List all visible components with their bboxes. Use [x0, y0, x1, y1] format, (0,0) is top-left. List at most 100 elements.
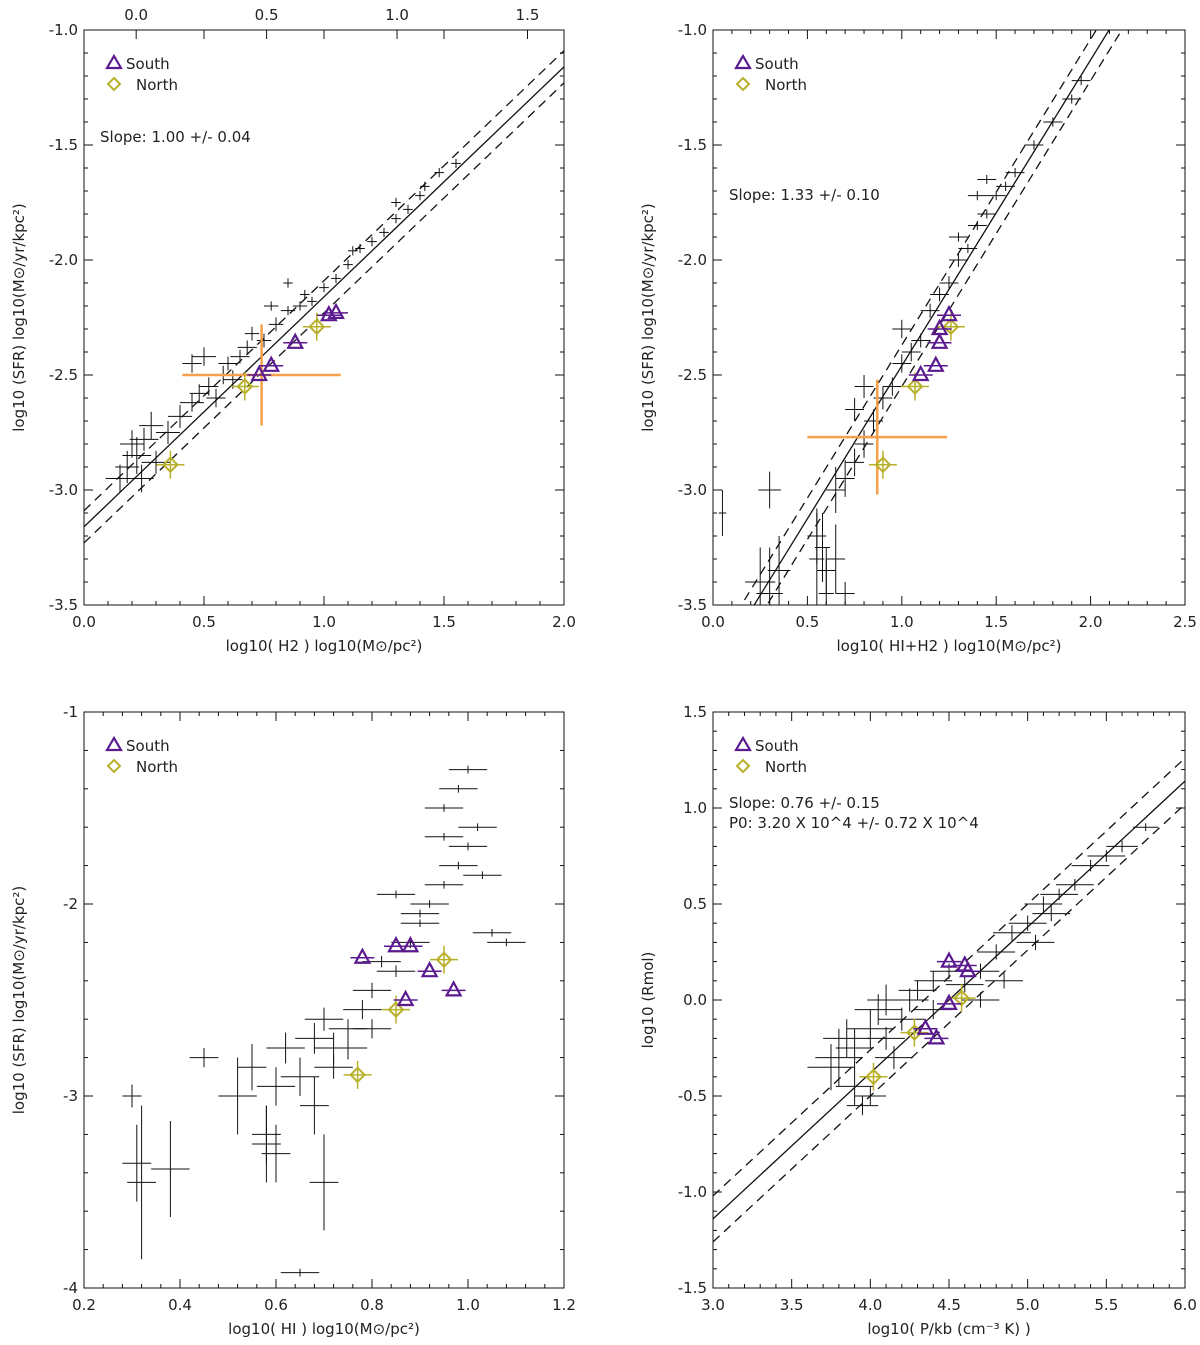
south-point	[350, 947, 375, 964]
panel-total-gas-sfr: 0.0 0.5 1.0 1.5 2.0 2.5 -3.5 -3.0 -2.5 -2.0 -1.5 -1…	[639, 21, 1197, 655]
legend-south-label: South	[126, 737, 170, 755]
x-tick-label: 1.0	[890, 613, 914, 631]
fit-upper-bound	[740, 30, 1098, 605]
data-point	[256, 1067, 296, 1106]
y-tick-label: -0.5	[678, 1087, 707, 1105]
data-point	[237, 340, 257, 355]
north-diamond-marker	[865, 1068, 882, 1086]
slope-annotation: Slope: 0.76 +/- 0.15	[729, 794, 880, 812]
x-tick-label: 3.0	[701, 1296, 725, 1314]
south-triangle-marker	[940, 993, 958, 1010]
data-point	[127, 1105, 156, 1260]
slope-annotation: Slope: 1.00 +/- 0.04	[100, 128, 251, 146]
legend-north-label: North	[136, 76, 178, 94]
x-axis-label: log10( H2 ) log10(M⊙/pc²)	[226, 637, 423, 655]
data-point	[846, 1009, 894, 1048]
y-tick-label: -3.5	[678, 596, 707, 614]
y-tick-label: -2.0	[678, 251, 707, 269]
data-point	[410, 900, 449, 908]
legend-north-icon	[735, 758, 751, 774]
data-point	[835, 460, 855, 497]
north-diamond-marker	[906, 378, 924, 395]
data-point	[487, 938, 526, 947]
legend-north-label: North	[136, 758, 178, 776]
y-tick-label: -1	[63, 703, 78, 721]
north-point	[230, 372, 259, 401]
data-point	[424, 832, 464, 841]
x-tick-label: 3.5	[780, 1296, 804, 1314]
south-point	[955, 960, 980, 978]
legend: South North	[105, 53, 178, 94]
data-point	[420, 181, 430, 191]
plot-frame	[712, 29, 1186, 606]
y-tick-label: -2	[63, 895, 78, 913]
data-point	[328, 1036, 368, 1060]
legend-north-label: North	[765, 758, 807, 776]
panel-hi-sfr: 0.2 0.4 0.6 0.8 1.0 1.2 -4 -3 -2 -1 log10( HI ) lo…	[10, 703, 576, 1338]
y-tick-label: -1.5	[678, 136, 707, 154]
x-tick-label: 0.5	[795, 613, 819, 631]
south-triangle-marker	[353, 947, 372, 964]
data-point	[875, 1046, 913, 1070]
x-tick-label: 0.0	[72, 613, 96, 631]
data-point	[854, 994, 902, 1025]
legend-south-label: South	[755, 737, 799, 755]
south-point	[417, 960, 442, 978]
y-tick-label: -1.0	[49, 21, 78, 39]
data-point	[985, 973, 1023, 989]
data-point	[256, 333, 272, 348]
y-tick-label: -1.5	[678, 1279, 707, 1297]
data-point	[854, 375, 874, 398]
data-point	[182, 354, 202, 373]
data-point	[920, 303, 940, 318]
north-diamond-marker	[308, 318, 326, 336]
south-point	[913, 1018, 938, 1035]
data-point	[280, 1057, 320, 1096]
south-triangle-marker	[930, 332, 949, 349]
y-tick-label: -1.5	[49, 136, 78, 154]
south-point	[247, 364, 272, 382]
data-point	[967, 220, 987, 231]
data-point	[439, 784, 478, 793]
top-axis-tick-label: 0.5	[255, 6, 279, 24]
data-point	[300, 289, 310, 300]
data-point	[846, 1096, 879, 1116]
data-point	[807, 1044, 855, 1091]
data-point	[890, 988, 929, 1012]
plot-area	[122, 765, 526, 1277]
south-point	[441, 980, 466, 997]
data-point	[261, 1124, 291, 1183]
x-tick-label: 5.5	[1094, 1296, 1118, 1314]
south-point	[937, 304, 961, 322]
north-point	[156, 450, 185, 479]
x-tick-label: 4.0	[858, 1296, 882, 1314]
data-point	[1024, 140, 1044, 150]
data-point	[283, 278, 293, 288]
data-point	[892, 354, 912, 373]
data-point	[376, 890, 416, 899]
data-point	[767, 536, 791, 605]
data-point	[901, 342, 921, 362]
data-point	[1040, 888, 1079, 901]
fit-line	[84, 66, 564, 528]
y-tick-label: -2.5	[49, 366, 78, 384]
plot-area	[718, 30, 1123, 605]
data-point	[424, 804, 464, 812]
x-tick-label: 1.0	[456, 1296, 480, 1314]
data-point	[472, 928, 512, 937]
south-triangle-marker	[401, 935, 420, 953]
data-point	[758, 471, 781, 509]
x-tick-label: 2.0	[1079, 613, 1103, 631]
south-triangle-marker	[959, 960, 977, 978]
north-point	[302, 312, 331, 341]
data-point	[1087, 850, 1126, 862]
x-tick-label: 1.5	[432, 613, 456, 631]
data-point	[180, 393, 204, 412]
south-triangle-marker	[930, 318, 949, 336]
north-point	[947, 984, 976, 1013]
south-point	[908, 364, 933, 382]
data-point	[307, 296, 317, 306]
slope-annotation: P0: 3.20 X 10^4 +/- 0.72 X 10^4	[729, 814, 979, 832]
data-point	[156, 421, 180, 444]
south-point	[923, 355, 948, 372]
